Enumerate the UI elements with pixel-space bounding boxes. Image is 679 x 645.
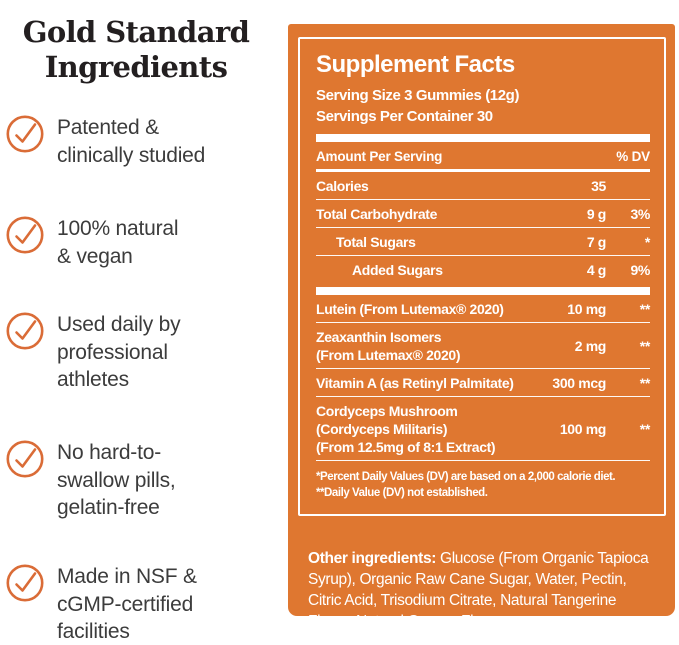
ingredient-amount: 100 mg (559, 420, 607, 437)
nutrient-row: Added Sugars 4 g 9% (316, 256, 650, 283)
ingredient-row: Vitamin A (as Retinyl Palmitate) 300 mcg… (316, 369, 650, 397)
check-circle-icon (6, 216, 44, 254)
page-title: Gold Standard Ingredients (22, 15, 250, 85)
benefit-item-certified: Made in NSF & cGMP-certified facilities (6, 562, 197, 645)
nutrient-dv: 3% (630, 205, 650, 222)
amount-per-serving-header: Amount Per Serving (316, 149, 443, 164)
supplement-facts-label: Supplement Facts Serving Size 3 Gummies … (298, 37, 666, 516)
nutrient-amount: 7 g (586, 233, 607, 250)
dv-header: % DV (616, 149, 650, 164)
nutrient-name: Total Sugars (336, 233, 416, 250)
benefits-section: Gold Standard Ingredients Patented & cli… (0, 0, 282, 645)
ingredient-row: Lutein (From Lutemax® 2020) 10 mg ** (316, 295, 650, 323)
other-ingredients-text: Glucose (From Organic Tapioca Syrup), Or… (308, 549, 649, 630)
nutrient-row: Calories 35 (316, 172, 650, 200)
ingredient-name: Zeaxanthin Isomers (From Lutemax® 2020) (316, 328, 461, 363)
ingredient-row: Cordyceps Mushroom (Cordyceps Militaris)… (316, 397, 650, 461)
dv-footnotes: *Percent Daily Values (DV) are based on … (316, 471, 616, 499)
supplement-facts-panel: Supplement Facts Serving Size 3 Gummies … (288, 24, 675, 630)
nutrient-amount: 9 g (586, 205, 607, 222)
check-circle-icon (6, 312, 44, 350)
benefit-label: Patented & clinically studied (57, 116, 206, 167)
nutrient-dv: 9% (630, 261, 650, 278)
nutrient-name: Added Sugars (352, 261, 443, 278)
ingredient-dv: ** (639, 420, 651, 437)
ingredient-dv: ** (639, 337, 651, 354)
ingredient-amount: 2 mg (574, 337, 607, 354)
ingredient-amount: 10 mg (567, 300, 606, 317)
benefit-label: Used daily by professional athletes (57, 313, 181, 391)
other-ingredients-label: Other ingredients: (308, 549, 437, 567)
benefit-item-patented: Patented & clinically studied (6, 113, 205, 169)
nutrient-row: Total Carbohydrate 9 g 3% (316, 200, 650, 228)
benefit-label: 100% natural & vegan (57, 217, 179, 268)
table-header-row: Amount Per Serving % DV (316, 149, 650, 172)
other-ingredients: Other ingredients: Glucose (From Organic… (308, 548, 660, 632)
divider-thick (316, 287, 650, 295)
nutrient-row: Total Sugars 7 g * (316, 228, 650, 256)
ingredient-dv: ** (639, 374, 651, 391)
ingredient-name: Lutein (From Lutemax® 2020) (316, 300, 504, 317)
benefit-label: Made in NSF & cGMP-certified facilities (57, 565, 197, 643)
benefit-item-no-pills: No hard-to- swallow pills, gelatin-free (6, 438, 176, 522)
divider-thick (316, 134, 650, 142)
serving-size: Serving Size 3 Gummies (12g) (316, 87, 520, 104)
servings-per-container: Servings Per Container 30 (316, 108, 493, 125)
ingredient-name: Cordyceps Mushroom (Cordyceps Militaris)… (316, 402, 496, 455)
ingredient-amount: 300 mcg (552, 374, 606, 391)
benefit-item-natural: 100% natural & vegan (6, 214, 179, 270)
check-circle-icon (6, 564, 44, 602)
nutrient-name: Total Carbohydrate (316, 205, 438, 222)
check-circle-icon (6, 440, 44, 478)
nutrient-name: Calories (316, 177, 369, 194)
nutrient-amount: 4 g (586, 261, 607, 278)
ingredient-name: Vitamin A (as Retinyl Palmitate) (316, 374, 514, 391)
nutrient-dv: * (644, 233, 650, 250)
supplement-facts-title: Supplement Facts (316, 51, 515, 78)
nutrient-amount: 35 (591, 177, 606, 194)
check-circle-icon (6, 115, 44, 153)
ingredient-row: Zeaxanthin Isomers (From Lutemax® 2020) … (316, 323, 650, 369)
benefit-item-athletes: Used daily by professional athletes (6, 310, 181, 394)
benefit-label: No hard-to- swallow pills, gelatin-free (57, 441, 176, 519)
ingredient-dv: ** (639, 300, 651, 317)
